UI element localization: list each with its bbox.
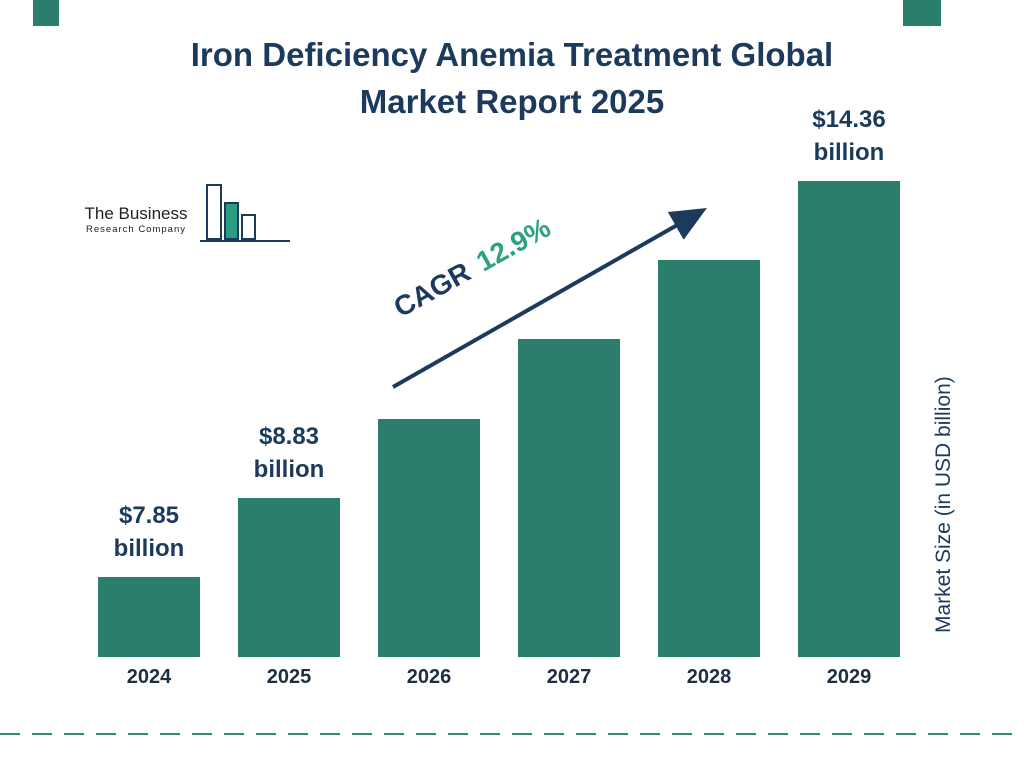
bar-2025 xyxy=(238,498,340,657)
x-axis-label-2025: 2025 xyxy=(266,666,312,688)
bar-chart-logo-icon xyxy=(200,182,290,242)
x-axis-label-2027: 2027 xyxy=(546,666,592,688)
corner-accent-top-left xyxy=(33,0,59,26)
bar-2029 xyxy=(798,181,900,657)
x-axis-label-2024: 2024 xyxy=(126,666,172,688)
page-title: Iron Deficiency Anemia Treatment Global … xyxy=(0,32,1024,126)
value-label-2029: $14.36 billion xyxy=(812,106,886,166)
corner-accent-top-right xyxy=(903,0,941,26)
page-title-line1: Iron Deficiency Anemia Treatment Global xyxy=(190,36,834,73)
x-axis-label-2028: 2028 xyxy=(686,666,732,688)
company-logo-name: The Business xyxy=(84,204,188,223)
x-axis-label-2026: 2026 xyxy=(406,666,452,688)
value-label-2024: $7.85 billion xyxy=(113,502,185,562)
x-axis-label-2029: 2029 xyxy=(826,666,872,688)
bar-2026 xyxy=(378,419,480,657)
y-axis-label: Market Size (in USD billion) xyxy=(932,376,955,633)
logo-bar-filled xyxy=(224,202,239,240)
bar-2024 xyxy=(98,577,200,657)
bar-2027 xyxy=(518,339,620,657)
bottom-dashed-divider xyxy=(0,733,1024,735)
logo-baseline xyxy=(200,240,290,242)
company-logo: The Business Research Company xyxy=(72,184,292,260)
logo-bar-outline-tall xyxy=(206,184,222,240)
page-title-line2: Market Report 2025 xyxy=(359,82,665,120)
bar-2028 xyxy=(658,260,760,657)
value-label-2025: $8.83 billion xyxy=(253,423,325,483)
company-logo-text: The Business Research Company xyxy=(72,204,200,235)
company-logo-subtitle: Research Company xyxy=(86,224,186,235)
logo-bar-outline-short xyxy=(241,214,256,240)
